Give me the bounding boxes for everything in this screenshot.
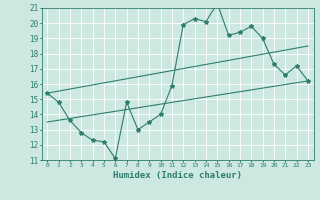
- X-axis label: Humidex (Indice chaleur): Humidex (Indice chaleur): [113, 171, 242, 180]
